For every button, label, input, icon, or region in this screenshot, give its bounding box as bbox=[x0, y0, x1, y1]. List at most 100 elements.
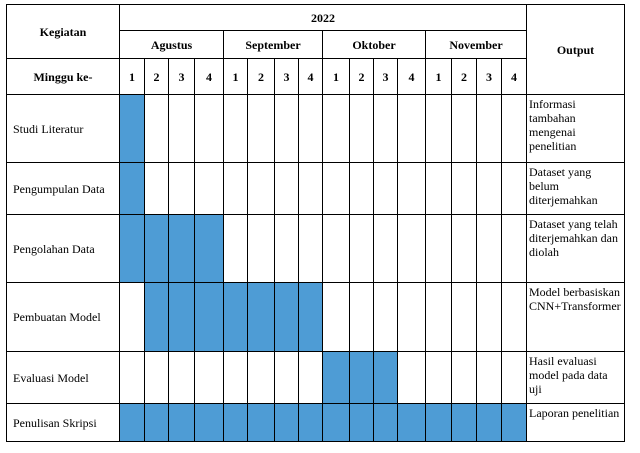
table-row: Penulisan Skripsi Laporan penelitian bbox=[6, 403, 625, 442]
timeline-cell-filled bbox=[274, 403, 299, 442]
timeline-cell bbox=[322, 282, 350, 352]
header-minggu: Minggu ke- bbox=[6, 58, 120, 95]
timeline-cell bbox=[322, 162, 350, 215]
timeline-cell bbox=[274, 351, 299, 404]
activity-cell: Studi Literatur bbox=[6, 94, 120, 163]
timeline-cell-filled bbox=[144, 403, 169, 442]
timeline-cell bbox=[397, 282, 426, 352]
timeline-cell-filled bbox=[144, 214, 169, 283]
timeline-cell bbox=[144, 351, 169, 404]
timeline-cell bbox=[425, 282, 452, 352]
timeline-cell bbox=[501, 282, 527, 352]
timeline-cell bbox=[476, 282, 502, 352]
timeline-cell bbox=[397, 94, 426, 163]
timeline-cell bbox=[298, 162, 323, 215]
timeline-cell bbox=[194, 94, 224, 163]
timeline-cell bbox=[349, 94, 374, 163]
timeline-cell bbox=[501, 94, 527, 163]
timeline-cell bbox=[247, 214, 275, 283]
week-header: 1 bbox=[119, 58, 145, 95]
output-cell: Dataset yang telah diterjemahkan dan dio… bbox=[526, 214, 625, 283]
timeline-cell-filled bbox=[168, 403, 195, 442]
week-header: 4 bbox=[194, 58, 224, 95]
timeline-cell bbox=[274, 214, 299, 283]
timeline-cell bbox=[144, 94, 169, 163]
timeline-cell-filled bbox=[144, 282, 169, 352]
header-month-agustus: Agustus bbox=[119, 30, 224, 59]
timeline-cell-filled bbox=[194, 403, 224, 442]
timeline-cell bbox=[425, 94, 452, 163]
table-row: Evaluasi Model Hasil evaluasi model pada … bbox=[6, 351, 625, 404]
week-header: 1 bbox=[223, 58, 248, 95]
schedule-body: Studi Literatur Informasi tambahan mengen… bbox=[6, 94, 625, 442]
timeline-cell bbox=[274, 94, 299, 163]
timeline-cell-filled bbox=[168, 282, 195, 352]
schedule-table: Kegiatan 2022 Output Agustus September O… bbox=[6, 4, 625, 442]
timeline-cell bbox=[168, 351, 195, 404]
timeline-cell bbox=[373, 162, 398, 215]
timeline-cell bbox=[476, 351, 502, 404]
activity-cell: Pembuatan Model bbox=[6, 282, 120, 352]
timeline-cell bbox=[274, 162, 299, 215]
timeline-cell bbox=[322, 214, 350, 283]
output-cell: Hasil evaluasi model pada data uji bbox=[526, 351, 625, 404]
header-output: Output bbox=[526, 4, 625, 95]
timeline-cell-filled bbox=[349, 351, 374, 404]
timeline-cell-filled bbox=[373, 403, 398, 442]
timeline-cell-filled bbox=[168, 214, 195, 283]
timeline-cell-filled bbox=[274, 282, 299, 352]
timeline-cell-filled bbox=[298, 282, 323, 352]
timeline-cell bbox=[451, 162, 477, 215]
week-header: 4 bbox=[397, 58, 426, 95]
timeline-cell bbox=[223, 214, 248, 283]
timeline-cell-filled bbox=[501, 403, 527, 442]
timeline-cell-filled bbox=[451, 403, 477, 442]
timeline-cell bbox=[298, 351, 323, 404]
timeline-cell bbox=[223, 351, 248, 404]
output-cell: Dataset yang belum diterjemahkan bbox=[526, 162, 625, 215]
week-header: 3 bbox=[373, 58, 398, 95]
output-cell: Laporan penelitian bbox=[526, 403, 625, 442]
timeline-cell bbox=[451, 282, 477, 352]
timeline-cell bbox=[397, 214, 426, 283]
timeline-cell bbox=[144, 162, 169, 215]
timeline-cell bbox=[373, 214, 398, 283]
timeline-cell-filled bbox=[119, 214, 145, 283]
timeline-cell bbox=[425, 351, 452, 404]
table-row: Pembuatan Model Model berbasiskan CNN+Tra… bbox=[6, 282, 625, 352]
week-header: 2 bbox=[451, 58, 477, 95]
timeline-cell bbox=[425, 214, 452, 283]
table-row: Pengolahan Data Dataset yang telah diterj… bbox=[6, 214, 625, 283]
timeline-cell bbox=[349, 282, 374, 352]
header-month-oktober: Oktober bbox=[322, 30, 426, 59]
timeline-cell-filled bbox=[194, 282, 224, 352]
timeline-cell bbox=[223, 94, 248, 163]
timeline-cell bbox=[501, 351, 527, 404]
timeline-cell bbox=[451, 351, 477, 404]
activity-cell: Evaluasi Model bbox=[6, 351, 120, 404]
week-header: 3 bbox=[476, 58, 502, 95]
week-header: 1 bbox=[322, 58, 350, 95]
timeline-cell bbox=[476, 162, 502, 215]
timeline-cell-filled bbox=[349, 403, 374, 442]
table-row: Pengumpulan Data Dataset yang belum diter… bbox=[6, 162, 625, 215]
timeline-cell bbox=[373, 94, 398, 163]
timeline-cell bbox=[298, 94, 323, 163]
timeline-cell-filled bbox=[119, 162, 145, 215]
timeline-cell-filled bbox=[373, 351, 398, 404]
timeline-cell bbox=[397, 162, 426, 215]
week-header: 4 bbox=[298, 58, 323, 95]
timeline-cell bbox=[501, 214, 527, 283]
table-row: Studi Literatur Informasi tambahan mengen… bbox=[6, 94, 625, 163]
timeline-cell bbox=[397, 351, 426, 404]
week-header: 2 bbox=[144, 58, 169, 95]
timeline-cell bbox=[168, 162, 195, 215]
timeline-cell-filled bbox=[425, 403, 452, 442]
header-month-november: November bbox=[425, 30, 527, 59]
timeline-cell bbox=[247, 351, 275, 404]
header-year: 2022 bbox=[119, 4, 527, 31]
timeline-cell bbox=[373, 282, 398, 352]
timeline-cell-filled bbox=[247, 403, 275, 442]
timeline-cell bbox=[223, 162, 248, 215]
timeline-cell bbox=[425, 162, 452, 215]
